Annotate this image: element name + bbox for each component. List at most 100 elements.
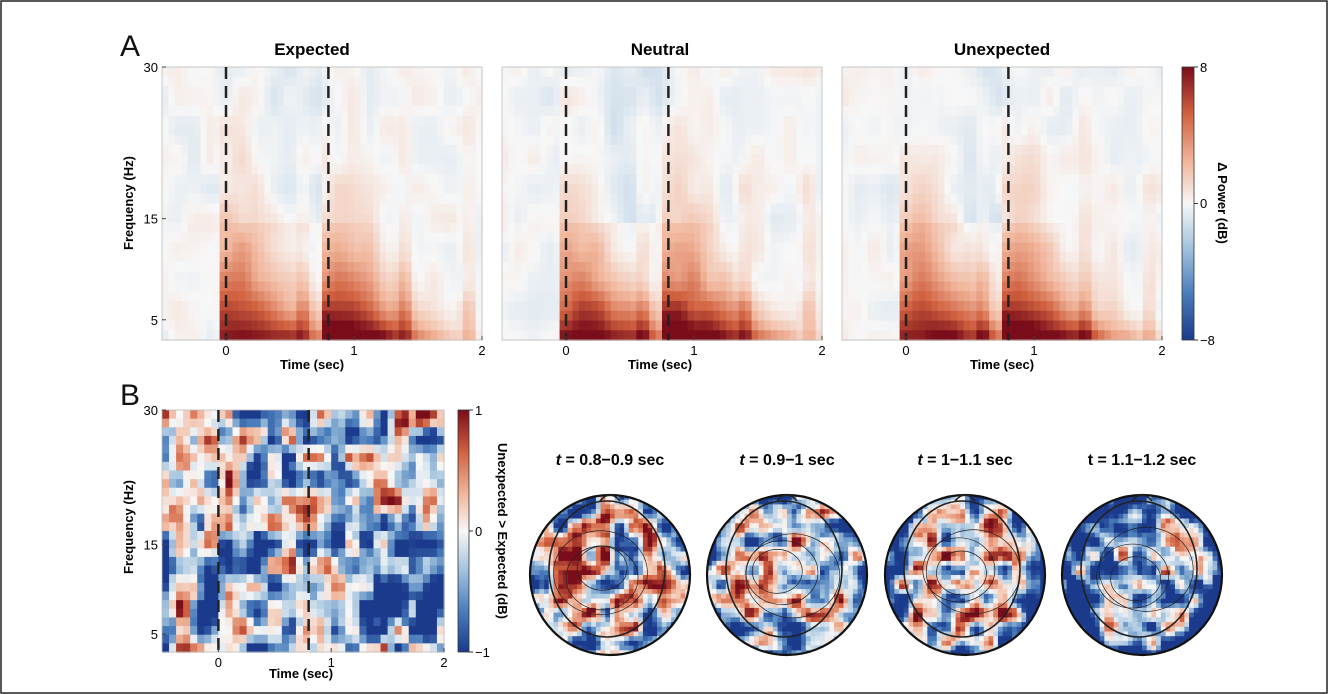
heatmap-cell — [475, 106, 483, 117]
heatmap-cell — [238, 125, 246, 136]
heatmap-cell — [295, 505, 304, 515]
heatmap-cell — [430, 135, 438, 146]
heatmap-cell — [572, 203, 580, 214]
heatmap-cell — [392, 145, 400, 156]
heatmap-cell — [295, 522, 304, 532]
heatmap-cell — [1014, 106, 1022, 117]
heatmap-cell — [1053, 213, 1061, 224]
heatmap-cell — [462, 252, 470, 263]
heatmap-cell — [706, 76, 714, 88]
heatmap-cell — [931, 291, 939, 302]
heatmap-cell — [219, 96, 227, 107]
heatmap-cell — [469, 310, 477, 322]
heatmap-cell — [1021, 164, 1029, 175]
heatmap-cell — [251, 262, 259, 273]
heatmap-cell — [758, 262, 765, 273]
heatmap-cell — [1136, 281, 1144, 292]
heatmap-cell — [288, 487, 297, 498]
heatmap-cell — [219, 301, 227, 312]
heatmap-cell — [630, 232, 637, 244]
heatmap-cell — [950, 223, 958, 234]
heatmap-cell — [995, 252, 1003, 263]
heatmap-cell — [566, 86, 573, 97]
heatmap-cell — [238, 301, 246, 312]
heatmap-cell — [168, 193, 176, 205]
heatmap-cell — [334, 145, 342, 156]
heatmap-cell — [1002, 67, 1009, 78]
heatmap-cell — [322, 145, 329, 156]
heatmap-cell — [585, 115, 593, 127]
heatmap-cell — [239, 522, 248, 532]
heatmap-cell — [931, 232, 939, 244]
heatmap-cell — [168, 86, 176, 97]
heatmap-cell — [232, 643, 241, 653]
heatmap-cell — [1091, 125, 1099, 136]
heatmap-cell — [802, 115, 810, 127]
heatmap-cell — [995, 242, 1003, 253]
heatmap-cell — [475, 135, 483, 146]
heatmap-cell — [585, 193, 593, 205]
heatmap-cell — [1136, 330, 1144, 341]
heatmap-cell — [211, 513, 219, 523]
heatmap-cell — [687, 242, 695, 253]
heatmap-cell — [328, 262, 336, 273]
heatmap-cell — [281, 582, 290, 593]
heatmap-cell — [514, 203, 522, 214]
heatmap-cell — [604, 135, 612, 146]
heatmap-cell — [623, 281, 631, 292]
heatmap-cell — [190, 513, 198, 523]
heatmap-cell — [469, 203, 477, 214]
heatmap-cell — [848, 86, 856, 97]
heatmap-cell — [572, 86, 580, 97]
heatmap-cell — [1098, 203, 1105, 214]
heatmap-cell — [534, 232, 541, 244]
heatmap-cell — [1091, 115, 1099, 127]
heatmap-cell — [848, 76, 856, 88]
heatmap-cell — [183, 444, 191, 454]
heatmap-cell — [598, 320, 605, 331]
heatmap-cell — [783, 301, 791, 312]
heatmap-cell — [392, 67, 400, 78]
heatmap-cell — [475, 193, 483, 205]
heatmap-cell — [309, 164, 317, 175]
heatmap-cell — [354, 135, 361, 146]
heatmap-cell — [854, 320, 862, 331]
heatmap-cell — [288, 574, 297, 584]
heatmap-cell — [219, 291, 227, 302]
heatmap-cell — [270, 223, 278, 234]
heatmap-cell — [398, 193, 406, 205]
heatmap-cell — [1066, 154, 1073, 166]
heatmap-cell — [783, 223, 791, 234]
heatmap-cell — [790, 135, 797, 146]
heatmap-cell — [1123, 174, 1131, 185]
heatmap-cell — [437, 174, 445, 185]
heatmap-cell — [738, 76, 746, 88]
heatmap-cell — [345, 410, 353, 420]
heatmap-cell — [668, 86, 676, 97]
heatmap-cell — [790, 281, 797, 292]
heatmap-cell — [527, 135, 535, 146]
heatmap-cell — [245, 203, 253, 214]
heatmap-cell — [238, 67, 246, 78]
heatmap-cell — [283, 76, 291, 88]
heatmap-cell — [1021, 184, 1029, 195]
heatmap-cell — [976, 242, 984, 253]
heatmap-cell — [874, 252, 881, 263]
heatmap-cell — [1027, 301, 1035, 312]
heatmap-cell — [1123, 262, 1131, 273]
heatmap-cell — [931, 213, 939, 224]
heatmap-cell — [880, 203, 888, 214]
heatmap-cell — [1104, 76, 1112, 88]
heatmap-cell — [260, 565, 269, 575]
heatmap-cell — [181, 184, 189, 195]
heatmap-cell — [713, 242, 721, 253]
heatmap-cell — [295, 531, 304, 541]
heatmap-cell — [604, 242, 612, 253]
heatmap-cell — [700, 106, 708, 117]
heatmap-cell — [1149, 213, 1157, 224]
heatmap-cell — [783, 67, 791, 78]
heatmap-cell — [623, 164, 631, 175]
heatmap-cell — [253, 600, 262, 610]
heatmap-cell — [204, 634, 212, 644]
heatmap-cell — [288, 427, 297, 437]
